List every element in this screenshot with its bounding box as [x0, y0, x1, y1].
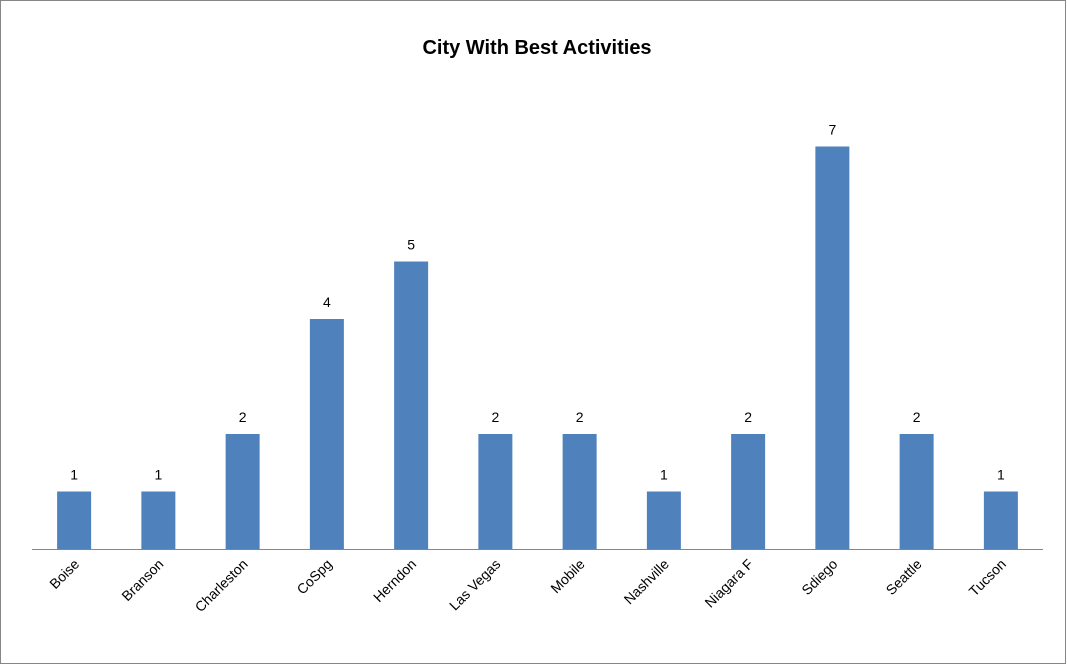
bar — [141, 491, 176, 549]
bar — [478, 434, 513, 549]
bar — [562, 434, 597, 549]
data-label: 1 — [154, 467, 162, 483]
bar — [646, 491, 681, 549]
bar — [394, 261, 429, 549]
data-label: 2 — [744, 409, 752, 425]
bar — [899, 434, 934, 549]
data-label: 2 — [913, 409, 921, 425]
data-label: 1 — [660, 467, 668, 483]
data-label: 5 — [407, 237, 415, 253]
data-label: 2 — [239, 409, 247, 425]
bar — [57, 491, 92, 549]
bar — [731, 434, 766, 549]
data-label: 4 — [323, 294, 331, 310]
bar — [983, 491, 1018, 549]
chart-title: City With Best Activities — [422, 37, 651, 59]
data-label: 1 — [997, 467, 1005, 483]
data-label: 2 — [576, 409, 584, 425]
data-label: 7 — [828, 122, 836, 138]
data-label: 2 — [491, 409, 499, 425]
bar — [225, 434, 260, 549]
bar — [815, 146, 850, 549]
bar — [309, 319, 344, 549]
data-label: 1 — [70, 467, 78, 483]
